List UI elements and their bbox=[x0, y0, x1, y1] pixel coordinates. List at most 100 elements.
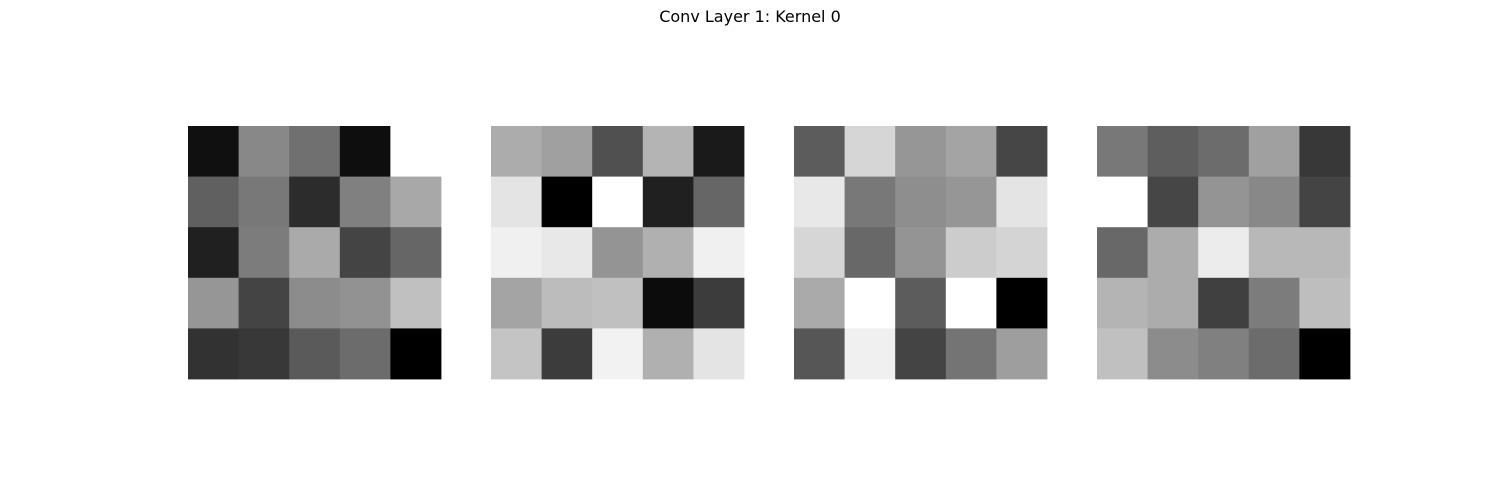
kernel-cell bbox=[188, 176, 239, 228]
kernel-cell bbox=[491, 277, 542, 329]
kernel-cell bbox=[945, 126, 997, 177]
kernel-cell bbox=[390, 227, 442, 279]
kernel-cell bbox=[642, 328, 694, 380]
kernel-cell bbox=[844, 126, 896, 177]
kernel-cell bbox=[541, 277, 593, 329]
kernel-cell bbox=[491, 176, 542, 228]
kernel-cell bbox=[895, 176, 947, 228]
kernel-cell bbox=[188, 277, 239, 329]
kernel-cell bbox=[188, 126, 239, 177]
kernel-cell bbox=[1097, 277, 1148, 329]
kernel-cell bbox=[541, 328, 593, 380]
kernel-cell bbox=[794, 176, 845, 228]
kernel-cell bbox=[339, 277, 391, 329]
kernel-cell bbox=[1248, 328, 1300, 380]
kernel-cell bbox=[1147, 126, 1199, 177]
kernel-cell bbox=[1097, 126, 1148, 177]
kernel-cell bbox=[794, 126, 845, 177]
kernel-cell bbox=[1198, 277, 1250, 329]
kernel-panel-1 bbox=[188, 126, 442, 380]
kernel-cell bbox=[1299, 176, 1351, 228]
kernel-cell bbox=[996, 277, 1048, 329]
kernel-cell bbox=[289, 328, 341, 380]
kernel-cell bbox=[642, 126, 694, 177]
kernel-cell bbox=[592, 277, 644, 329]
kernel-cell bbox=[1147, 328, 1199, 380]
kernel-cell bbox=[642, 227, 694, 279]
kernel-cell bbox=[390, 176, 442, 228]
kernel-cell bbox=[996, 176, 1048, 228]
kernel-cell bbox=[895, 227, 947, 279]
kernel-cell bbox=[491, 328, 542, 380]
kernel-cell bbox=[1248, 227, 1300, 279]
kernel-cell bbox=[289, 227, 341, 279]
kernel-cell bbox=[693, 126, 745, 177]
kernel-cell bbox=[541, 126, 593, 177]
kernel-cell bbox=[1097, 328, 1148, 380]
kernel-cell bbox=[945, 227, 997, 279]
kernel-cell bbox=[895, 328, 947, 380]
kernel-cell bbox=[238, 176, 290, 228]
kernel-cell bbox=[1147, 176, 1199, 228]
kernel-cell bbox=[642, 277, 694, 329]
kernel-cell bbox=[996, 227, 1048, 279]
kernel-cell bbox=[1198, 176, 1250, 228]
kernel-cell bbox=[339, 126, 391, 177]
kernel-cell bbox=[895, 126, 947, 177]
kernel-cell bbox=[238, 277, 290, 329]
kernel-panel-3 bbox=[794, 126, 1048, 380]
kernel-cell bbox=[541, 227, 593, 279]
kernel-cell bbox=[693, 328, 745, 380]
kernel-cell bbox=[844, 328, 896, 380]
kernel-cell bbox=[339, 227, 391, 279]
kernel-cell bbox=[996, 328, 1048, 380]
kernel-cell bbox=[693, 176, 745, 228]
kernel-cell bbox=[1299, 328, 1351, 380]
kernel-cell bbox=[1248, 126, 1300, 177]
kernel-cell bbox=[794, 277, 845, 329]
kernel-cell bbox=[1097, 176, 1148, 228]
kernel-cell bbox=[1147, 227, 1199, 279]
kernel-cell bbox=[895, 277, 947, 329]
kernel-cell bbox=[289, 126, 341, 177]
kernel-cell bbox=[592, 328, 644, 380]
kernel-cell bbox=[693, 277, 745, 329]
kernel-cell bbox=[1198, 328, 1250, 380]
kernel-cell bbox=[491, 227, 542, 279]
kernel-cell bbox=[188, 227, 239, 279]
kernel-cell bbox=[339, 328, 391, 380]
kernel-cell bbox=[592, 227, 644, 279]
kernel-cell bbox=[1147, 277, 1199, 329]
kernel-cell bbox=[794, 227, 845, 279]
kernel-cell bbox=[390, 328, 442, 380]
kernel-cell bbox=[945, 328, 997, 380]
kernel-cell bbox=[238, 328, 290, 380]
kernel-cell bbox=[491, 126, 542, 177]
kernel-cell bbox=[1299, 126, 1351, 177]
kernel-cell bbox=[1198, 126, 1250, 177]
kernel-cell bbox=[844, 176, 896, 228]
kernel-cell bbox=[390, 277, 442, 329]
kernel-cell bbox=[289, 277, 341, 329]
kernel-cell bbox=[1248, 176, 1300, 228]
kernel-panel-2 bbox=[491, 126, 745, 380]
kernel-cell bbox=[996, 126, 1048, 177]
kernel-cell bbox=[1198, 227, 1250, 279]
kernel-panel-4 bbox=[1097, 126, 1351, 380]
kernel-cell bbox=[1299, 277, 1351, 329]
kernel-cell bbox=[238, 126, 290, 177]
kernel-cell bbox=[945, 176, 997, 228]
kernel-cell bbox=[1299, 227, 1351, 279]
kernel-cell bbox=[339, 176, 391, 228]
kernel-cell bbox=[945, 277, 997, 329]
kernel-cell bbox=[642, 176, 694, 228]
kernel-cell bbox=[693, 227, 745, 279]
kernel-cell bbox=[844, 227, 896, 279]
kernel-cell bbox=[289, 176, 341, 228]
kernel-cell bbox=[794, 328, 845, 380]
kernel-cell bbox=[541, 176, 593, 228]
kernel-cell bbox=[1248, 277, 1300, 329]
kernel-cell bbox=[844, 277, 896, 329]
kernel-cell bbox=[592, 126, 644, 177]
